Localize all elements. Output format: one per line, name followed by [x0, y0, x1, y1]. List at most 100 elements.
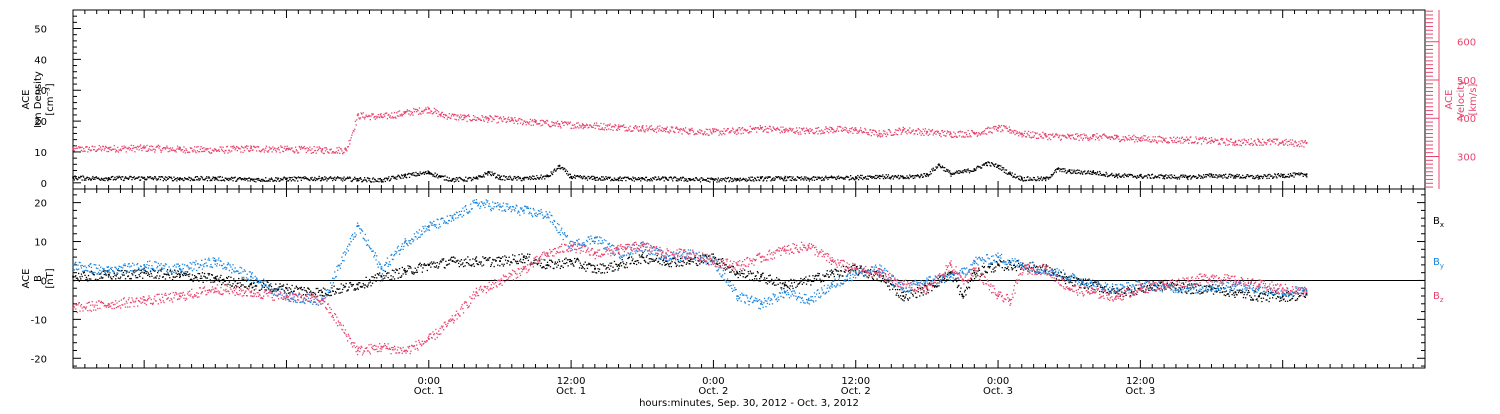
- data-point: [938, 133, 939, 134]
- bottom-y-tick-label: -10: [31, 315, 47, 326]
- data-point: [140, 144, 141, 145]
- data-point: [929, 134, 930, 135]
- data-point: [977, 136, 978, 137]
- data-point: [419, 175, 420, 176]
- data-point: [89, 147, 90, 148]
- data-point: [183, 151, 184, 152]
- data-point: [296, 177, 297, 178]
- data-point: [974, 168, 976, 170]
- data-point: [1113, 175, 1114, 176]
- data-point: [881, 176, 882, 177]
- data-point: [483, 119, 484, 120]
- data-point: [311, 153, 312, 154]
- data-point: [314, 177, 315, 178]
- data-point: [886, 136, 887, 137]
- data-point: [563, 122, 564, 123]
- data-point: [412, 173, 413, 174]
- data-point: [886, 174, 887, 175]
- data-point: [470, 177, 471, 178]
- data-point: [375, 119, 376, 120]
- data-point: [354, 288, 355, 289]
- data-point: [901, 134, 902, 135]
- data-point: [1184, 177, 1185, 178]
- data-point: [235, 285, 236, 286]
- data-point: [1206, 176, 1207, 177]
- data-point: [497, 174, 498, 175]
- data-point: [418, 173, 419, 174]
- data-point: [568, 174, 569, 175]
- data-point: [82, 179, 83, 180]
- data-point: [1293, 144, 1294, 145]
- data-point: [1234, 145, 1235, 146]
- data-point: [437, 110, 438, 111]
- data-point: [420, 114, 421, 115]
- data-point: [1005, 173, 1006, 174]
- data-point: [708, 181, 709, 182]
- data-point: [1165, 174, 1166, 175]
- data-point: [131, 176, 132, 177]
- data-point: [1209, 173, 1210, 174]
- data-point: [336, 147, 337, 148]
- data-point: [809, 133, 810, 134]
- data-point: [148, 150, 149, 151]
- data-point: [401, 114, 402, 115]
- data-point: [602, 180, 603, 181]
- data-point: [487, 122, 488, 123]
- data-point: [629, 257, 630, 258]
- x-tick-date-label: Oct. 3: [1125, 386, 1155, 397]
- data-point: [454, 119, 455, 120]
- data-point: [815, 128, 816, 129]
- data-point: [283, 151, 284, 152]
- data-point: [430, 267, 431, 268]
- data-point: [318, 292, 319, 293]
- data-point: [713, 131, 715, 133]
- data-point: [469, 116, 470, 117]
- data-point: [152, 177, 153, 178]
- data-point: [617, 266, 618, 267]
- data-point: [760, 125, 761, 126]
- data-point: [128, 179, 129, 180]
- data-point: [1225, 145, 1226, 146]
- data-point: [413, 273, 414, 274]
- data-point: [1051, 175, 1052, 176]
- data-point: [1269, 174, 1270, 175]
- data-point: [572, 178, 573, 179]
- data-point: [585, 127, 586, 128]
- data-point: [1265, 142, 1266, 143]
- data-point: [1261, 142, 1262, 143]
- data-point: [524, 262, 525, 263]
- data-point: [601, 129, 602, 130]
- data-point: [279, 180, 280, 181]
- data-point: [267, 282, 268, 283]
- data-point: [759, 180, 760, 181]
- data-point: [208, 274, 209, 275]
- data-point: [1061, 169, 1062, 170]
- data-point: [1041, 176, 1042, 177]
- data-point: [587, 268, 588, 269]
- data-point: [741, 133, 742, 134]
- data-point: [439, 263, 440, 264]
- data-point: [745, 129, 746, 130]
- data-point: [970, 136, 971, 137]
- data-point: [584, 176, 585, 177]
- data-point: [539, 123, 540, 124]
- data-point: [521, 253, 522, 254]
- data-point: [871, 176, 872, 177]
- data-point: [620, 262, 621, 263]
- data-point: [1039, 134, 1040, 135]
- data-point: [476, 256, 477, 257]
- data-point: [335, 291, 336, 292]
- data-point: [220, 146, 221, 147]
- data-point: [805, 178, 806, 179]
- data-point: [588, 176, 589, 177]
- data-point: [1150, 178, 1151, 179]
- data-point: [340, 177, 341, 178]
- data-point: [230, 151, 231, 152]
- data-point: [926, 173, 928, 175]
- data-point: [453, 115, 454, 116]
- data-point: [443, 176, 444, 177]
- data-point: [876, 175, 877, 176]
- data-point: [654, 179, 655, 180]
- data-point: [369, 116, 370, 117]
